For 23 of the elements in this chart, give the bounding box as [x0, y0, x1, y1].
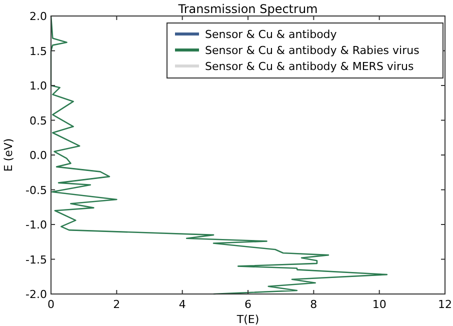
x-tick-label: 0	[48, 298, 54, 311]
legend-label: Sensor & Cu & antibody & MERS virus	[205, 60, 414, 73]
y-tick-label: 1.0	[30, 80, 47, 92]
x-tick-label: 12	[438, 298, 452, 311]
x-tick-label: 6	[244, 298, 252, 311]
y-tick-label: -1.5	[26, 253, 47, 266]
y-tick-label: -0.5	[26, 184, 47, 197]
x-tick-label: 8	[310, 298, 318, 311]
y-tick-label: 1.5	[30, 44, 47, 58]
legend-label: Sensor & Cu & antibody	[205, 28, 338, 41]
x-tick-label: 2	[113, 298, 120, 311]
y-tick-label: 0.0	[30, 149, 47, 162]
y-tick-label: 0.5	[30, 114, 47, 128]
y-tick-label: -2.0	[26, 288, 47, 301]
y-tick-label: 2.0	[30, 10, 47, 23]
x-axis-title: T(E)	[236, 313, 260, 326]
x-tick-label: 4	[178, 298, 186, 311]
legend-label: Sensor & Cu & antibody & Rabies virus	[205, 44, 420, 57]
y-tick-label: -1.0	[26, 218, 47, 232]
line-series	[50, 15, 388, 295]
chart-title: Transmission Spectrum	[177, 2, 318, 16]
x-tick-label: 10	[372, 298, 386, 311]
y-axis-title: E (eV)	[2, 138, 15, 172]
